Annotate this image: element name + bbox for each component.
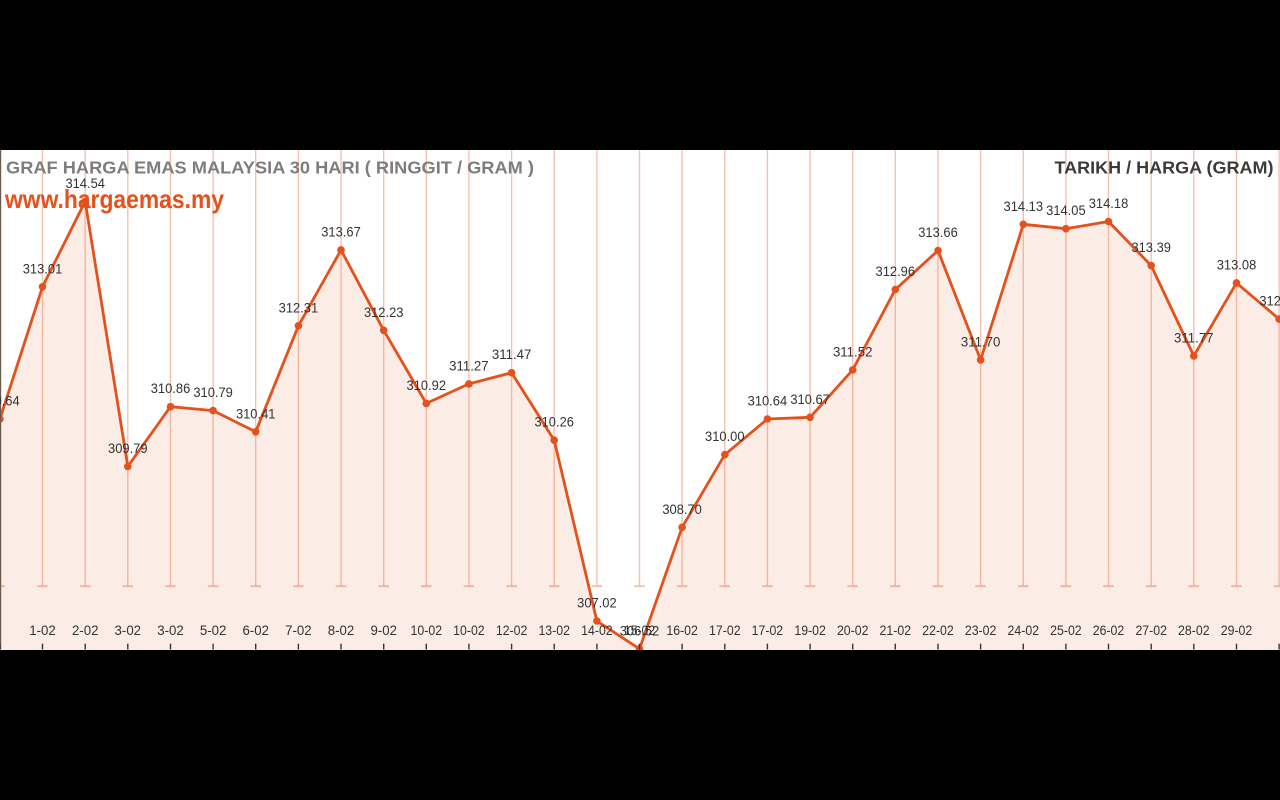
svg-text:17-02: 17-02 [709, 623, 741, 638]
svg-text:310.00: 310.00 [705, 429, 745, 444]
svg-text:23-02: 23-02 [965, 623, 997, 638]
svg-text:313.08: 313.08 [1217, 257, 1257, 272]
svg-text:17-02: 17-02 [752, 623, 784, 638]
svg-text:310.92: 310.92 [407, 378, 447, 393]
svg-text:312.96: 312.96 [876, 264, 916, 279]
svg-text:12-02: 12-02 [496, 623, 528, 638]
svg-text:8-02: 8-02 [328, 623, 355, 638]
svg-text:26-02: 26-02 [1093, 623, 1125, 638]
svg-text:9-02: 9-02 [370, 623, 397, 638]
svg-text:309.79: 309.79 [108, 441, 148, 456]
svg-text:29-02: 29-02 [1221, 623, 1253, 638]
svg-text:www.hargaemas.my: www.hargaemas.my [4, 184, 224, 214]
svg-text:306.52: 306.52 [620, 623, 660, 638]
svg-text:20-02: 20-02 [837, 623, 869, 638]
svg-text:15-02: 15-02 [624, 623, 656, 638]
svg-text:16-02: 16-02 [666, 623, 698, 638]
svg-text:21-02: 21-02 [880, 623, 912, 638]
svg-text:310.26: 310.26 [534, 415, 574, 430]
svg-text:314.18: 314.18 [1089, 196, 1129, 211]
svg-text:312.23: 312.23 [364, 305, 404, 320]
svg-text:14-02: 14-02 [581, 623, 613, 638]
svg-text:313.39: 313.39 [1131, 240, 1171, 255]
svg-text:10-02: 10-02 [411, 623, 443, 638]
svg-text:3-02: 3-02 [157, 623, 184, 638]
svg-text:308.70: 308.70 [662, 502, 702, 517]
svg-text:307.02: 307.02 [577, 596, 617, 611]
svg-text:7-02: 7-02 [285, 623, 312, 638]
svg-text:27-02: 27-02 [1135, 623, 1167, 638]
svg-text:310.67: 310.67 [790, 392, 830, 407]
svg-text:311.47: 311.47 [492, 347, 532, 362]
svg-text:312.43: 312.43 [1259, 294, 1280, 309]
svg-text:312.31: 312.31 [279, 300, 319, 315]
svg-text:2-02: 2-02 [72, 623, 99, 638]
svg-text:310.86: 310.86 [151, 381, 191, 396]
svg-text:5-02: 5-02 [200, 623, 227, 638]
svg-text:310.64: 310.64 [748, 394, 788, 409]
svg-text:314.13: 314.13 [1004, 199, 1044, 214]
svg-text:28-02: 28-02 [1178, 623, 1210, 638]
svg-text:313.01: 313.01 [23, 261, 63, 276]
svg-text:1-02: 1-02 [29, 623, 56, 638]
svg-text:310.64: 310.64 [0, 394, 20, 409]
svg-text:311.77: 311.77 [1174, 330, 1214, 345]
svg-text:6-02: 6-02 [242, 623, 269, 638]
svg-text:13-02: 13-02 [538, 623, 570, 638]
svg-text:310.41: 310.41 [236, 406, 276, 421]
svg-text:311.70: 311.70 [961, 334, 1001, 349]
svg-text:313.66: 313.66 [918, 225, 958, 240]
svg-text:19-02: 19-02 [794, 623, 826, 638]
svg-text:3-02: 3-02 [115, 623, 142, 638]
svg-text:310.79: 310.79 [193, 385, 233, 400]
svg-text:TARIKH / HARGA (GRAM): TARIKH / HARGA (GRAM) [1055, 158, 1274, 178]
svg-text:314.54: 314.54 [65, 176, 105, 191]
svg-text:10-02: 10-02 [453, 623, 485, 638]
svg-text:22-02: 22-02 [922, 623, 954, 638]
svg-text:GRAF HARGA EMAS MALAYSIA 30 HA: GRAF HARGA EMAS MALAYSIA 30 HARI ( RINGG… [6, 158, 534, 178]
svg-text:314.05: 314.05 [1046, 203, 1086, 218]
svg-text:24-02: 24-02 [1008, 623, 1040, 638]
svg-text:311.27: 311.27 [449, 358, 489, 373]
svg-text:313.67: 313.67 [321, 224, 361, 239]
svg-text:25-02: 25-02 [1050, 623, 1082, 638]
svg-text:311.52: 311.52 [833, 344, 873, 359]
